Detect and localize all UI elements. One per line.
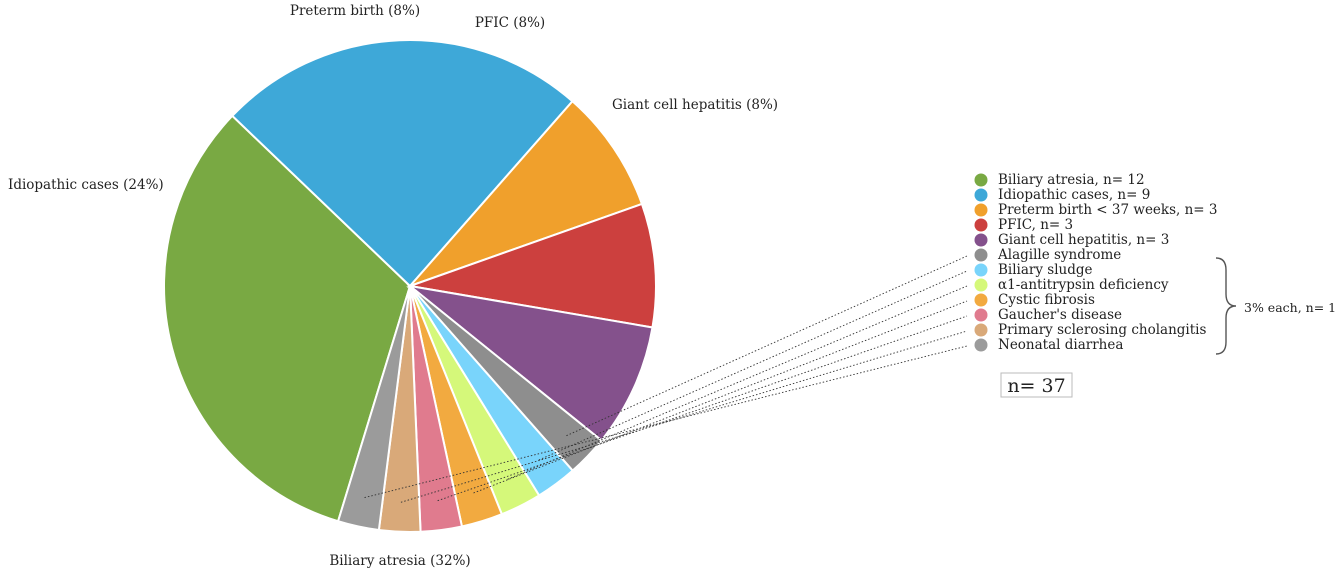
- slice-label-preterm-birth-37-weeks: Preterm birth (8%): [290, 3, 420, 19]
- legend-label-biliary-atresia: Biliary atresia, n= 12: [998, 172, 1145, 188]
- slice-label-pfic: PFIC (8%): [475, 15, 545, 31]
- legend-label-idiopathic-cases: Idiopathic cases, n= 9: [998, 187, 1150, 203]
- legend-label-neonatal-diarrhea: Neonatal diarrhea: [998, 337, 1123, 353]
- legend-marker-primary-sclerosing-cholangitis: [974, 323, 988, 337]
- slice-labels: Biliary atresia (32%) Idiopathic cases (2…: [8, 3, 778, 569]
- legend-marker-preterm-birth-37-weeks: [974, 203, 988, 217]
- leader-line-primary-sclerosing-cholangitis: [400, 330, 968, 503]
- pie-slice-idiopathic-cases: [230, 39, 574, 288]
- slice-label-idiopathic-cases: Idiopathic cases (24%): [8, 177, 164, 193]
- group-note: 3% each, n= 1: [1244, 300, 1336, 315]
- legend-label-1-antitrypsin-deficiency: α1-antitrypsin deficiency: [998, 277, 1169, 293]
- group-brace: [1215, 257, 1237, 355]
- legend-label-preterm-birth-37-weeks: Preterm birth < 37 weeks, n= 3: [998, 202, 1218, 218]
- legend-marker-gaucher-s-disease: [974, 308, 988, 322]
- pie-slice-neonatal-diarrhea: [336, 285, 411, 532]
- leader-line-cystic-fibrosis: [473, 300, 968, 494]
- legend-label-giant-cell-hepatitis: Giant cell hepatitis, n= 3: [998, 232, 1169, 248]
- total-label: n= 37: [1007, 375, 1065, 397]
- total-box: [1000, 372, 1073, 398]
- legend-marker-biliary-atresia: [974, 173, 988, 187]
- slice-label-biliary-atresia: Biliary atresia (32%): [329, 553, 470, 569]
- leader-line-biliary-sludge: [538, 270, 968, 461]
- leader-line-1-antitrypsin-deficiency: [507, 285, 968, 480]
- legend-marker-giant-cell-hepatitis: [974, 233, 988, 247]
- legend-label-alagille-syndrome: Alagille syndrome: [997, 247, 1121, 263]
- pie-slice-pfic: [406, 202, 657, 329]
- legend-marker-idiopathic-cases: [974, 188, 988, 202]
- legend-label-pfic: PFIC, n= 3: [998, 217, 1073, 233]
- leader-line-gaucher-s-disease: [437, 315, 968, 502]
- pie-slice-biliary-atresia: [163, 114, 412, 523]
- legend-marker-alagille-syndrome: [974, 248, 988, 262]
- legend-label-primary-sclerosing-cholangitis: Primary sclerosing cholangitis: [998, 322, 1206, 338]
- leader-lines: [364, 255, 968, 503]
- legend-label-biliary-sludge: Biliary sludge: [998, 262, 1093, 278]
- legend-marker-neonatal-diarrhea: [974, 338, 988, 352]
- pie-slice-giant-cell-hepatitis: [406, 284, 654, 442]
- legend-label-cystic-fibrosis: Cystic fibrosis: [998, 292, 1095, 308]
- legend-label-gaucher-s-disease: Gaucher's disease: [998, 307, 1122, 323]
- legend-marker-1-antitrypsin-deficiency: [974, 278, 988, 292]
- pie-slices: [163, 39, 657, 533]
- slice-label-giant-cell-hepatitis: Giant cell hepatitis (8%): [612, 97, 778, 113]
- legend-marker-biliary-sludge: [974, 263, 988, 277]
- legend-marker-pfic: [974, 218, 988, 232]
- pie-slice-preterm-birth-37-weeks: [406, 99, 644, 289]
- legend-marker-cystic-fibrosis: [974, 293, 988, 307]
